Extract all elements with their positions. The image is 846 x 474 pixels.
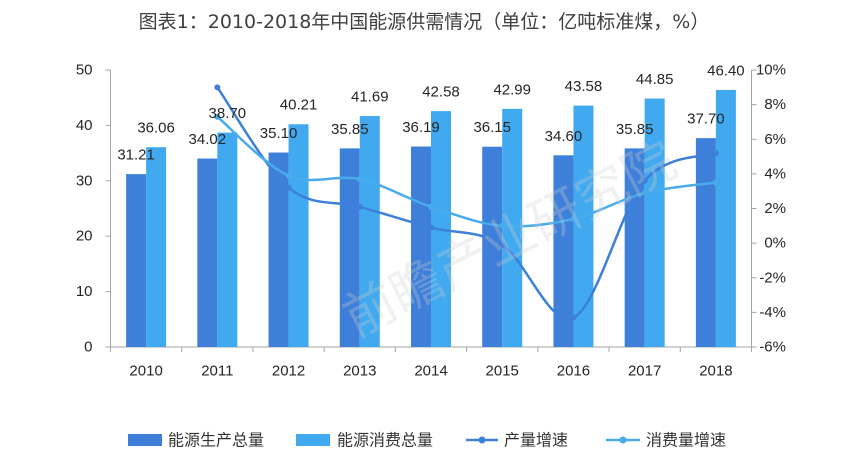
bar-series [126,89,736,347]
bar-production-2012 [268,152,289,347]
y-axis-left-tick-label: 10 [76,283,93,300]
y-axis-right-tick-label: 2% [764,200,786,217]
x-axis-tick-label: 2015 [486,363,519,380]
marker-production-growth-2017 [641,177,648,184]
legend-label-production-growth: 产量增速 [504,431,568,450]
bar-production-2018 [695,138,716,347]
data-label-consumption-2014: 42.58 [422,84,460,101]
y-axis-right-tick-label: 6% [764,131,786,148]
marker-consumption-growth-2012 [285,172,292,179]
bar-production-2010 [126,174,147,347]
bar-consumption-2015 [502,108,523,347]
data-label-consumption-2013: 41.69 [351,89,389,106]
data-label-production-2013: 35.85 [331,121,369,138]
data-label-production-2012: 35.10 [260,125,298,142]
y-axis-right-tick-label: 8% [764,96,786,113]
marker-production-growth-2016 [570,314,577,321]
legend-label-consumption: 能源消费总量 [337,431,433,450]
bar-consumption-2010 [146,147,167,347]
bar-production-2016 [553,155,574,347]
bar-consumption-2018 [715,89,736,347]
marker-consumption-growth-2013 [356,176,363,183]
x-axis-tick-label: 2014 [414,363,447,380]
bar-consumption-2016 [573,105,594,347]
y-axis-right-tick-label: -4% [759,304,786,321]
legend-label-consumption-growth: 消费量增速 [646,431,726,450]
legend-item-consumption: 能源消费总量 [296,431,433,450]
x-axis-tick-label: 2017 [628,363,661,380]
bar-production-2015 [482,146,503,347]
data-label-production-2014: 36.19 [402,119,440,136]
data-label-consumption-2016: 43.58 [565,78,603,95]
bar-consumption-2013 [359,116,380,347]
chart-title: 图表1：2010-2018年中国能源供需情况（单位：亿吨标准煤，%） [139,11,710,33]
legend-item-consumption-growth: 消费量增速 [606,431,726,450]
x-axis-tick-label: 2012 [272,363,305,380]
legend-marker-production-growth [478,436,486,444]
bar-consumption-2017 [644,98,665,347]
marker-consumption-growth-2011 [214,113,221,120]
data-labels: 31.21 34.02 35.10 35.85 36.19 36.15 34.60 35.85… [117,62,744,163]
marker-production-growth-2011 [214,84,221,91]
x-axis-tick-label: 2011 [201,363,233,380]
data-label-consumption-2012: 40.21 [280,97,318,114]
y-axis-left-tick-label: 50 [76,62,93,79]
marker-production-growth-2013 [356,203,363,210]
data-label-consumption-2018: 46.40 [707,62,745,79]
legend-swatch-consumption [296,434,330,446]
x-axis-tick-label: 2016 [557,363,590,380]
line-series [214,84,719,321]
marker-consumption-growth-2015 [499,222,506,229]
x-axis-tick-label: 2018 [699,363,732,380]
x-axis-tick-label: 2010 [129,363,162,380]
x-axis-tick-label: 2013 [343,363,376,380]
axes: 0 10 20 30 40 50 -6% -4% -2% 0% 2% 4% 6% 8% 10% 2010 201… [76,62,786,380]
data-label-production-2018: 37.70 [687,111,725,128]
data-label-consumption-2015: 42.99 [493,81,531,98]
data-label-consumption-2017: 44.85 [636,71,674,88]
legend-marker-consumption-growth [619,436,627,444]
y-axis-right-tick-label: 4% [764,165,786,182]
marker-consumption-growth-2018 [712,179,719,186]
data-label-consumption-2011: 38.70 [209,105,247,122]
marker-production-growth-2018 [712,150,719,157]
data-label-production-2016: 34.60 [545,128,583,145]
y-axis-left-tick-label: 20 [76,228,93,245]
data-label-production-2017: 35.85 [616,121,654,138]
legend-swatch-production [128,434,162,446]
y-axis-right-tick-label: 0% [764,235,786,252]
marker-production-growth-2015 [499,241,506,248]
bar-consumption-2012 [288,124,309,347]
y-axis-right-tick-label: 10% [756,62,786,79]
y-axis-left-tick-label: 40 [76,117,93,134]
marker-production-growth-2014 [428,224,434,231]
bar-consumption-2011 [217,132,238,347]
bar-production-2013 [339,148,360,347]
data-label-production-2015: 36.15 [473,119,511,136]
marker-consumption-growth-2016 [570,215,577,222]
marker-production-growth-2012 [285,184,292,191]
y-axis-left-tick-label: 30 [76,172,93,189]
y-axis-right-tick-label: -2% [759,269,786,286]
legend: 能源生产总量 能源消费总量 产量增速 消费量增速 [128,431,726,450]
y-axis-left-tick-label: 0 [84,339,92,356]
y-axis-right-tick-label: -6% [759,339,786,356]
data-label-production-2011: 34.02 [189,131,227,148]
legend-label-production: 能源生产总量 [168,431,264,450]
legend-item-production: 能源生产总量 [128,431,264,450]
data-label-production-2010: 31.21 [117,147,155,164]
bar-production-2011 [197,158,218,347]
bar-production-2014 [411,146,431,347]
marker-consumption-growth-2014 [428,203,434,210]
data-label-consumption-2010: 36.06 [137,120,175,137]
marker-consumption-growth-2017 [641,189,648,196]
legend-item-production-growth: 产量增速 [466,431,568,450]
